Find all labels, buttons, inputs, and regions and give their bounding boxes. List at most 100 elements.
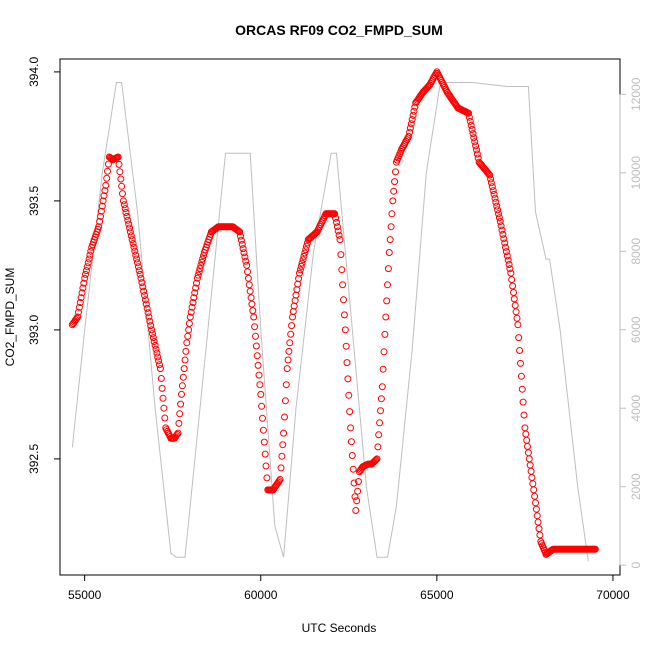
co2-point: [255, 371, 263, 379]
co2-point: [533, 512, 541, 520]
co2-point: [385, 249, 393, 256]
co2-point: [493, 202, 501, 210]
co2-point: [300, 252, 308, 260]
co2-point: [514, 321, 522, 329]
co2-point: [340, 296, 347, 304]
co2-point: [332, 214, 340, 222]
co2-point: [501, 239, 509, 247]
co2-point: [490, 190, 498, 198]
co2-point: [488, 183, 496, 191]
y-axis-left: 392.5 393.0 393.5 394.0: [27, 57, 61, 474]
co2-point: [498, 226, 506, 234]
co2-point: [186, 313, 194, 321]
co2-point: [76, 299, 84, 306]
co2-point: [377, 407, 384, 415]
y-axis-right: 0 2000 4000 6000 8000 10000 12000: [619, 77, 643, 569]
co2-point: [151, 341, 159, 349]
co2-point: [178, 382, 186, 390]
co2-point: [191, 289, 199, 297]
co2-point: [487, 179, 495, 187]
co2-point: [340, 311, 348, 319]
co2-point: [246, 287, 254, 295]
co2-point: [119, 197, 127, 205]
co2-point: [346, 408, 354, 416]
co2-point: [104, 167, 111, 175]
co2-point: [467, 121, 475, 129]
co2-point: [145, 313, 153, 321]
co2-point: [262, 462, 270, 470]
co2-point: [117, 175, 125, 183]
co2-point: [134, 263, 142, 271]
co2-point: [381, 330, 389, 338]
co2-point: [101, 187, 109, 195]
co2-point: [518, 385, 526, 393]
co2-point: [140, 287, 148, 295]
y2-tick-label: 8000: [629, 238, 643, 265]
co2-point: [465, 109, 473, 117]
co2-point: [591, 545, 599, 553]
co2-point: [347, 424, 355, 432]
co2-point: [465, 113, 473, 121]
co2-point: [509, 282, 517, 290]
co2-point: [469, 130, 477, 138]
co2-point: [391, 178, 399, 186]
co2-point: [252, 332, 259, 340]
co2-point: [134, 259, 141, 267]
co2-point: [531, 492, 539, 500]
co2-point: [147, 322, 155, 330]
co2-point: [194, 271, 202, 279]
co2-point: [86, 251, 94, 259]
co2-point: [504, 256, 512, 264]
co2-point: [287, 330, 295, 338]
co2-point: [299, 256, 307, 264]
co2-point: [195, 268, 203, 276]
co2-point: [517, 359, 524, 367]
co2-point: [484, 169, 492, 177]
co2-point: [143, 304, 151, 312]
co2-point: [389, 197, 397, 205]
co2-point: [74, 313, 82, 321]
co2-point: [244, 274, 252, 282]
co2-point: [256, 381, 264, 389]
co2-point: [130, 243, 138, 251]
co2-point: [489, 187, 497, 195]
co2-point: [491, 194, 499, 202]
x-axis-title: UTC Seconds: [302, 621, 377, 635]
co2-point: [341, 326, 349, 334]
co2-point: [141, 292, 148, 299]
co2-point: [468, 126, 476, 133]
co2-point: [382, 313, 390, 321]
co2-point: [239, 245, 247, 253]
co2-point: [410, 107, 418, 115]
co2-point: [473, 150, 481, 158]
co2-point: [297, 262, 305, 270]
x-tick-label: 60000: [244, 588, 278, 602]
co2-point: [350, 479, 358, 487]
co2-point: [120, 201, 128, 209]
co2-point: [372, 456, 380, 464]
co2-point: [139, 283, 147, 291]
co2-point: [199, 255, 207, 263]
co2-point: [275, 477, 283, 485]
co2-point: [250, 313, 258, 321]
co2-point: [75, 303, 83, 311]
co2-point: [135, 267, 143, 275]
co2-point: [125, 220, 133, 228]
co2-point: [516, 347, 524, 354]
co2-point: [132, 251, 140, 259]
co2-point: [260, 438, 268, 446]
co2-point: [517, 372, 525, 380]
co2-point: [118, 182, 126, 190]
co2-point: [235, 227, 243, 235]
co2-point: [263, 474, 271, 482]
co2-point: [507, 269, 515, 277]
co2-point: [251, 323, 259, 331]
co2-point: [238, 240, 246, 248]
co2-point: [181, 356, 189, 364]
co2-point: [177, 400, 185, 408]
co2-point: [519, 398, 527, 406]
y2-tick-label: 4000: [629, 395, 643, 422]
co2-point: [342, 342, 350, 350]
